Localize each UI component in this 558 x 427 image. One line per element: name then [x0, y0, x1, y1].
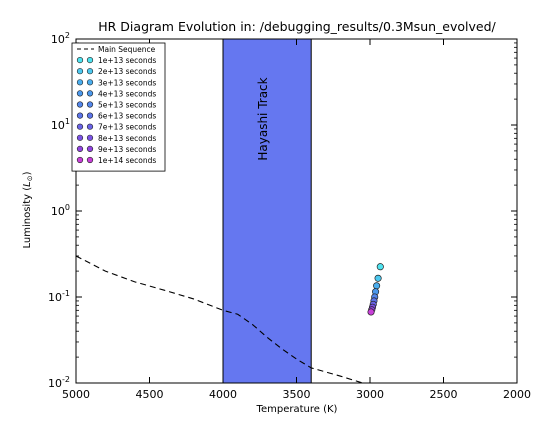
legend-items: Main Sequence 1e+13 seconds 2e+13 seconds 3…: [76, 45, 156, 165]
legend: Main Sequence 1e+13 seconds 2e+13 seconds 3…: [71, 42, 166, 172]
legend-label: 1e+13 seconds: [98, 56, 156, 65]
legend-label: Main Sequence: [98, 45, 156, 54]
legend-marker: [86, 123, 94, 130]
x-tick-label: 2500: [430, 388, 458, 401]
x-tick-label: 3000: [356, 388, 384, 401]
data-point: [367, 308, 375, 316]
legend-marker: [86, 101, 94, 108]
y-axis-label-close: ): [22, 171, 33, 175]
legend-label: 7e+13 seconds: [98, 123, 156, 132]
legend-marker: [76, 123, 84, 130]
plot-frame: [75, 38, 518, 384]
data-point: [376, 263, 384, 271]
x-tick-labels: 5000 4500 4000 3500 3000 2500 2000: [62, 388, 531, 401]
data-point: [373, 282, 381, 290]
legend-label: 2e+13 seconds: [98, 67, 156, 76]
legend-marker: [86, 145, 94, 152]
y-tick-label: 10-1: [48, 289, 70, 304]
legend-marker: [76, 134, 84, 141]
legend-marker: [76, 101, 84, 108]
legend-marker: [76, 68, 84, 75]
x-tick-label: 2000: [503, 388, 531, 401]
y-tick-label: 101: [51, 117, 70, 132]
legend-marker: [76, 79, 84, 86]
y-axis-label: Luminosity (L⊙): [22, 171, 34, 248]
y-tick-label: 102: [51, 31, 70, 46]
y-tick-label: 100: [51, 203, 70, 218]
legend-label: 1e+14 seconds: [98, 156, 156, 165]
legend-marker: [86, 90, 94, 97]
main-sequence-line: [75, 255, 363, 384]
legend-marker: [86, 68, 94, 75]
legend-marker: [76, 90, 84, 97]
evolution-points: [367, 263, 384, 316]
x-tick-label: 4500: [136, 388, 164, 401]
legend-marker: [86, 156, 94, 164]
legend-marker: [76, 145, 84, 152]
legend-marker: [76, 156, 84, 164]
legend-label: 3e+13 seconds: [98, 78, 156, 87]
data-point: [374, 274, 382, 282]
legend-marker: [76, 56, 84, 64]
legend-marker: [86, 112, 94, 119]
chart-title: HR Diagram Evolution in: /debugging_resu…: [98, 19, 496, 34]
y-axis-label-unit: L: [22, 181, 33, 187]
legend-label: 6e+13 seconds: [98, 112, 156, 121]
y-axis-label-text: Luminosity (: [22, 187, 33, 249]
hayashi-track-band: [222, 38, 312, 384]
x-tick-label: 4000: [209, 388, 237, 401]
legend-marker: [86, 134, 94, 141]
legend-label: 5e+13 seconds: [98, 101, 156, 110]
legend-label: 9e+13 seconds: [98, 145, 156, 154]
legend-label: 8e+13 seconds: [98, 134, 156, 143]
hayashi-track-label: Hayashi Track: [256, 77, 270, 160]
legend-label: 4e+13 seconds: [98, 89, 156, 98]
y-tick-label: 10-2: [48, 375, 70, 390]
hayashi-band-layer: Hayashi Track: [222, 38, 312, 384]
x-tick-label: 3500: [283, 388, 311, 401]
y-axis-label-sub: ⊙: [26, 175, 34, 181]
y-tick-labels: 10-2 10-1 100 101 102: [48, 31, 70, 390]
legend-marker: [86, 79, 94, 86]
legend-marker: [76, 112, 84, 119]
legend-marker: [86, 56, 94, 64]
x-axis-label: Temperature (K): [256, 404, 338, 415]
x-tick-label: 5000: [62, 388, 90, 401]
